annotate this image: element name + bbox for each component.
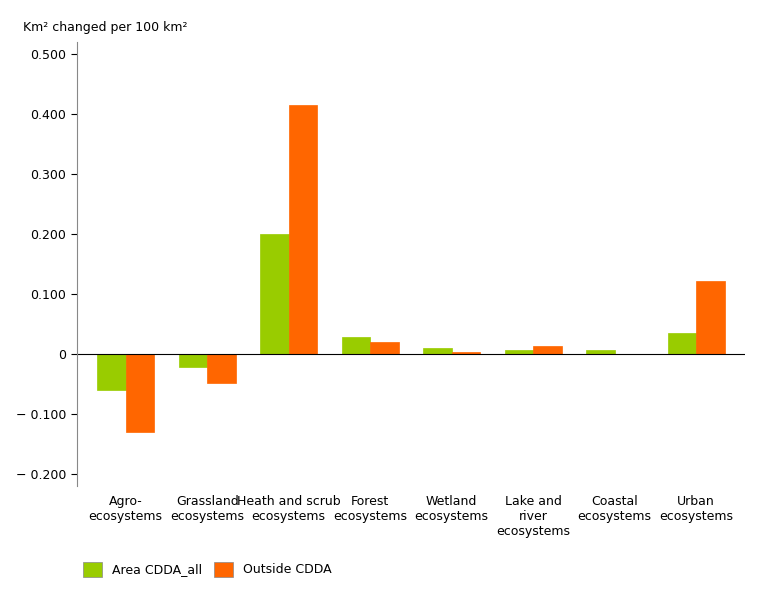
Bar	[452, 352, 480, 354]
Bar	[696, 281, 724, 354]
Legend: Area CDDA_all, Outside CDDA: Area CDDA_all, Outside CDDA	[83, 561, 332, 577]
Bar	[505, 350, 533, 354]
Bar	[342, 337, 370, 354]
Bar	[179, 354, 207, 367]
Text: Km² changed per 100 km²: Km² changed per 100 km²	[23, 21, 188, 33]
Bar	[586, 350, 614, 354]
Bar	[533, 346, 561, 354]
Bar	[289, 105, 317, 354]
Bar	[98, 354, 126, 390]
Bar	[423, 348, 452, 354]
Bar	[260, 234, 289, 354]
Bar	[207, 354, 236, 382]
Bar	[126, 354, 154, 432]
Bar	[370, 342, 399, 354]
Bar	[667, 333, 696, 354]
